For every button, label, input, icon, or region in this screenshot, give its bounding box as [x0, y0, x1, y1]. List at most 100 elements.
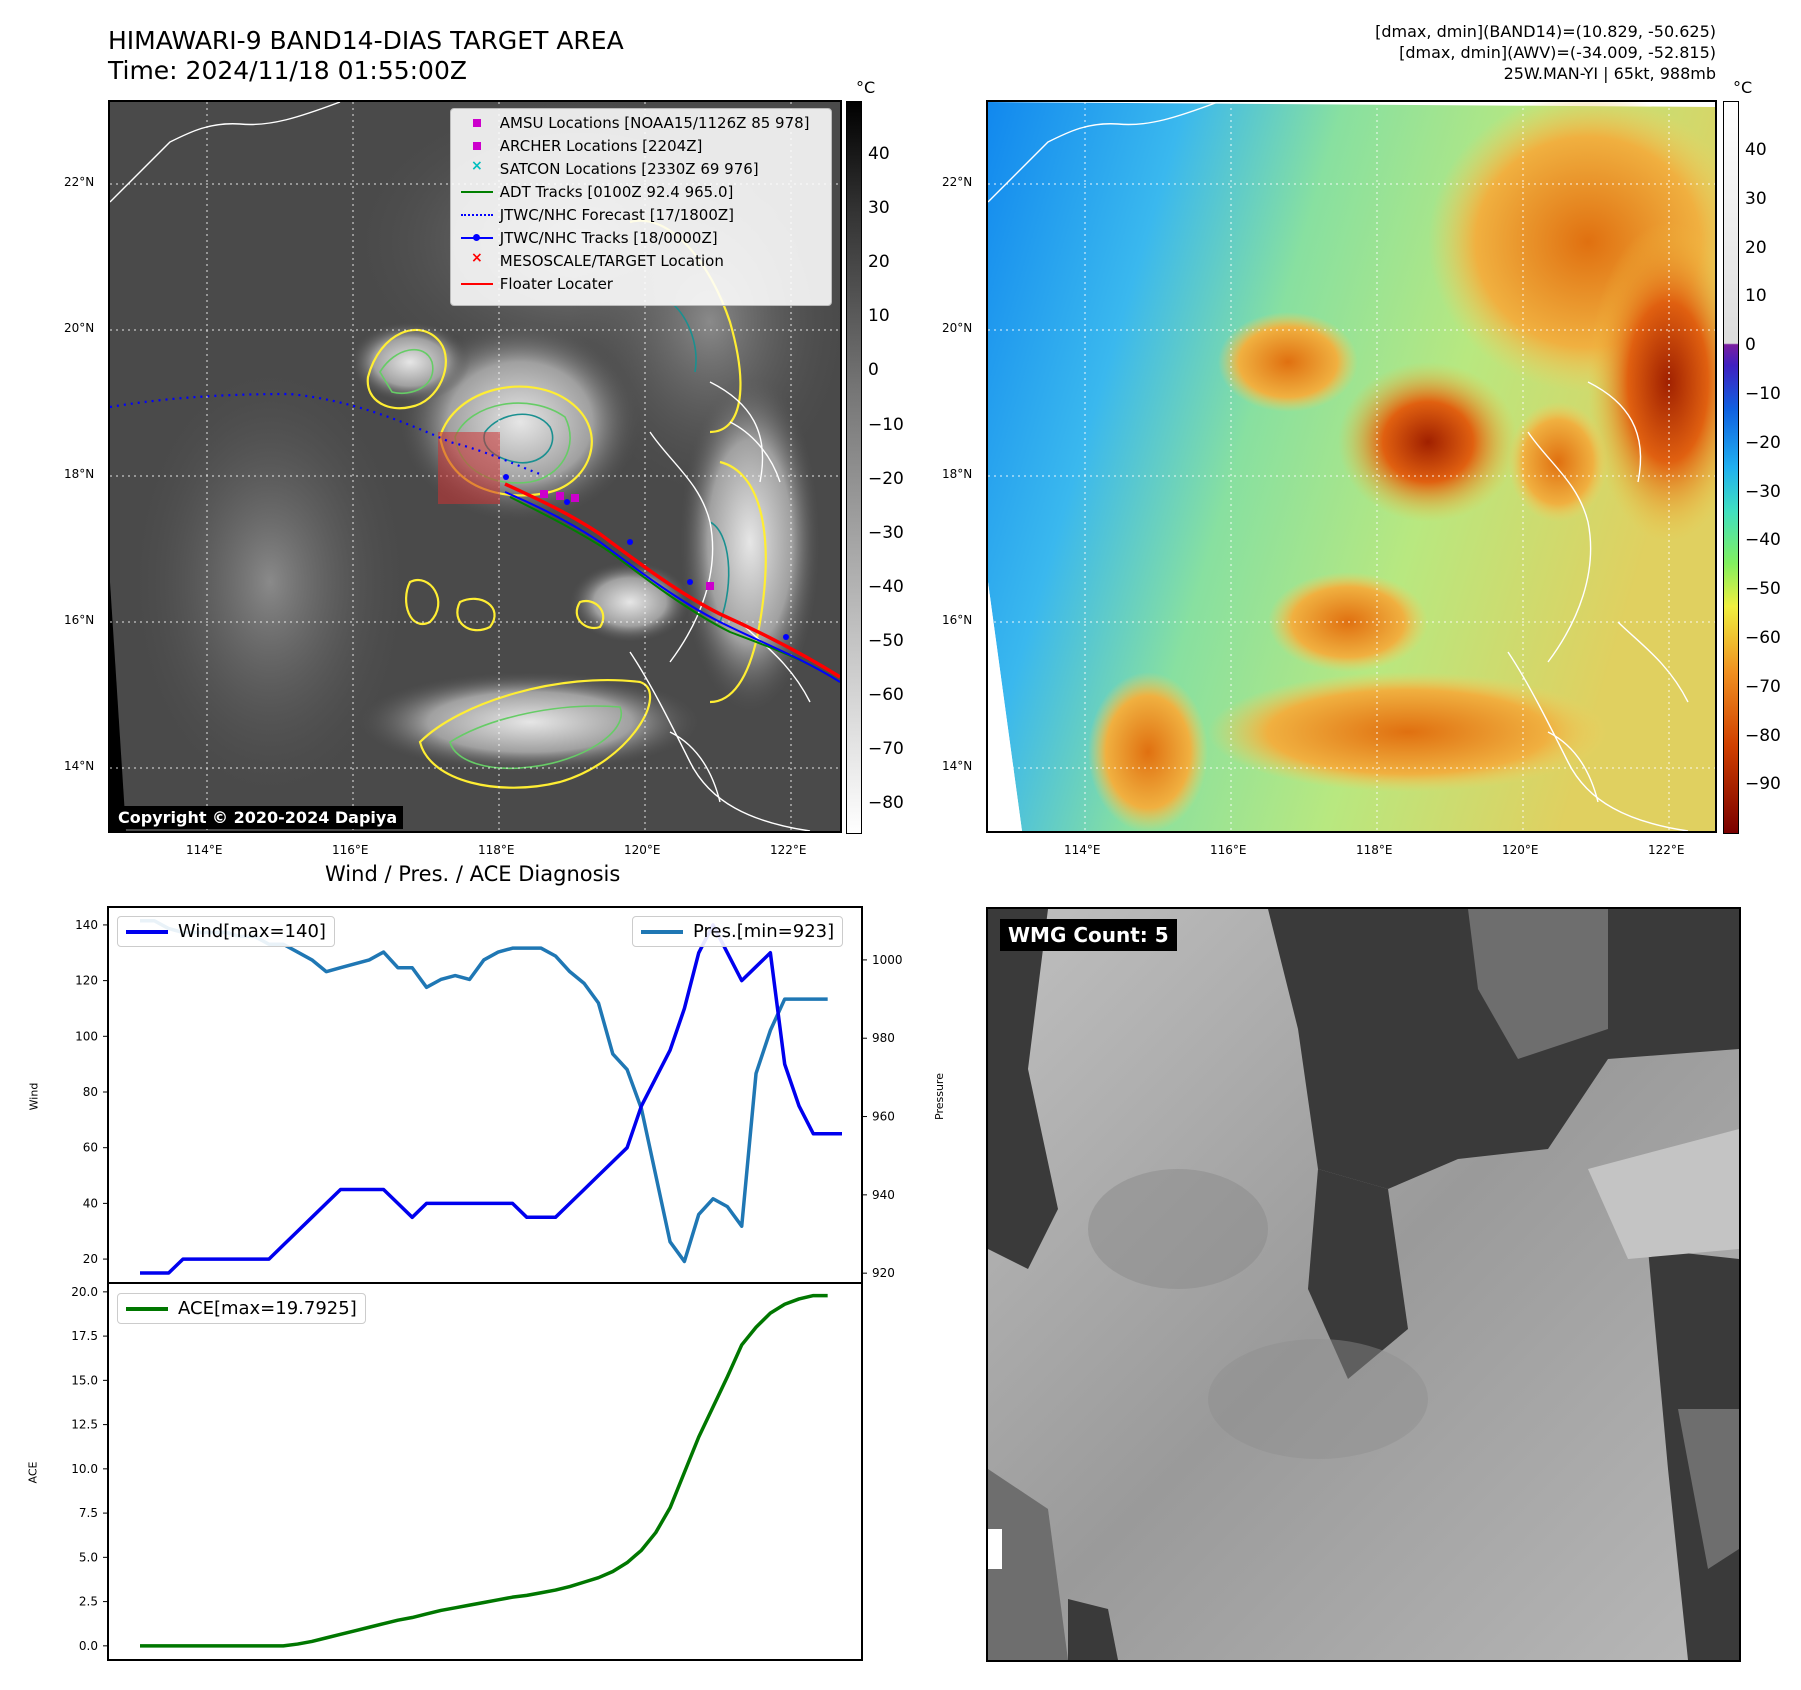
ace-tick-label: 12.5	[71, 1418, 98, 1432]
ace-tick-label: 0.0	[79, 1639, 98, 1653]
ace-tick-label: 5.0	[79, 1550, 98, 1564]
lat-label: 22°N	[942, 175, 973, 189]
line-swatch-icon	[641, 930, 683, 934]
legend-item-amsu: AMSU Locations [NOAA15/1126Z 85 978]	[459, 113, 810, 133]
ace-series-line	[140, 1293, 828, 1648]
line-swatch-icon	[126, 1307, 168, 1311]
lon-label: 114°E	[186, 843, 223, 857]
colorbar-right-tick-label: 20	[1745, 237, 1767, 258]
ace-tick-label: 20.0	[71, 1285, 98, 1299]
colorbar-right-tick-label: −10	[1745, 384, 1781, 404]
lon-label: 118°E	[478, 843, 515, 857]
colorbar-left-tick-label: 20	[868, 252, 890, 273]
colorbar-left-tick-label: −40	[868, 576, 904, 597]
wind-tick-label: 40	[83, 1196, 98, 1210]
ace-tick-label: 15.0	[71, 1373, 98, 1387]
x-marker-icon: ×	[471, 158, 483, 174]
colorbar-left-tick-label: −50	[868, 630, 904, 651]
diagnosis-chart: 20 40 60 80 100 120 140 920 940 960 980 1000 0.0 2.5 5…	[71, 906, 903, 1661]
colorbar-left-tick-label: 40	[868, 144, 890, 164]
timestamp: Time: 2024/11/18 01:55:00Z	[108, 56, 467, 85]
info-band14-range: [dmax, dmin](BAND14)=(10.829, -50.625)	[1375, 22, 1716, 41]
ace-legend: ACE[max=19.7925]	[117, 1293, 366, 1324]
lat-label: 18°N	[942, 467, 973, 481]
colorbar-right	[1723, 101, 1739, 834]
ace-tick-label: 7.5	[79, 1506, 98, 1520]
awv-map-image	[988, 102, 1715, 831]
lat-label: 22°N	[64, 175, 95, 189]
colorbar-right-tick-label: 0	[1745, 335, 1756, 356]
colorbar-right-tick-label: −80	[1745, 725, 1781, 746]
ace-tick-label: 2.5	[79, 1595, 98, 1609]
colorbar-left-tick-label: 10	[868, 306, 890, 327]
colorbar-left-tick-label: −20	[868, 468, 904, 489]
band14-map-panel: AMSU Locations [NOAA15/1126Z 85 978] ARC…	[108, 100, 842, 833]
colorbar-unit-left: °C	[856, 78, 876, 97]
wmg-count-badge: WMG Count: 5	[1000, 919, 1177, 951]
info-awv-range: [dmax, dmin](AWV)=(-34.009, -52.815)	[1399, 43, 1716, 62]
colorbar-right-tick-label: −60	[1745, 628, 1781, 648]
legend-item-forecast: JTWC/NHC Forecast [17/1800Z]	[459, 205, 734, 225]
colorbar-right-tick-label: −40	[1745, 530, 1781, 551]
wind-tick-label: 60	[83, 1141, 98, 1155]
colorbar-left-tick-label: −10	[868, 414, 904, 435]
lat-label: 18°N	[64, 467, 95, 481]
pres-tick-label: 1000	[872, 953, 903, 967]
x-marker-icon: ×	[471, 250, 483, 266]
colorbar-left-tick-label: −80	[868, 793, 904, 814]
wind-axis-label: Wind	[27, 1082, 41, 1111]
ace-plot-frame	[107, 1282, 863, 1661]
colorbar-right-tick-label: 10	[1745, 286, 1767, 307]
wind-series-line	[140, 923, 842, 1275]
square-marker-icon	[473, 119, 481, 127]
legend-item-satcon: × SATCON Locations [2330Z 69 976]	[471, 158, 759, 178]
lat-label: 20°N	[942, 321, 973, 335]
wind-tick-label: 80	[83, 1085, 98, 1099]
lat-label: 14°N	[942, 759, 973, 773]
line-swatch-icon	[126, 930, 168, 934]
wmg-panel: WMG Count: 5	[986, 907, 1741, 1662]
lon-label: 114°E	[1064, 843, 1101, 857]
legend-item-archer: ARCHER Locations [2204Z]	[459, 136, 702, 156]
ace-tick-label: 10.0	[71, 1462, 98, 1476]
page-title: HIMAWARI-9 BAND14-DIAS TARGET AREA	[108, 26, 624, 55]
lat-label: 14°N	[64, 759, 95, 773]
pressure-axis-label: Pressure	[932, 1073, 946, 1120]
lon-label: 116°E	[1210, 843, 1247, 857]
lat-label: 16°N	[942, 613, 973, 627]
colorbar-right-tick-label: −70	[1745, 676, 1781, 697]
ace-tick-label: 17.5	[71, 1329, 98, 1343]
diagnosis-title: Wind / Pres. / ACE Diagnosis	[325, 862, 621, 886]
colorbar-left-tick-label: −70	[868, 739, 904, 760]
lon-label: 120°E	[1502, 843, 1539, 857]
wind-plot-frame	[107, 906, 863, 1284]
pressure-series-line	[140, 918, 828, 1264]
legend-item-adt: ADT Tracks [0100Z 92.4 965.0]	[459, 182, 733, 202]
pres-tick-label: 960	[872, 1110, 895, 1124]
colorbar-right-tick-label: −20	[1745, 432, 1781, 453]
lon-label: 120°E	[624, 843, 661, 857]
colorbar-right-tick-label: −90	[1745, 774, 1781, 795]
storm-info: 25W.MAN-YI | 65kt, 988mb	[1503, 64, 1716, 83]
lat-label: 20°N	[64, 321, 95, 335]
wind-tick-label: 120	[75, 974, 98, 988]
ace-axis-label: ACE	[26, 1461, 40, 1484]
colorbar-left-tick-label: 30	[868, 198, 890, 219]
pres-tick-label: 940	[872, 1188, 895, 1202]
copyright-label: Copyright © 2020-2024 Dapiya	[112, 806, 404, 829]
pres-legend: Pres.[min=923]	[632, 916, 844, 947]
map-legend: AMSU Locations [NOAA15/1126Z 85 978] ARC…	[450, 108, 832, 306]
lat-label: 16°N	[64, 613, 95, 627]
colorbar-right-tick-label: 40	[1745, 140, 1767, 160]
colorbar-right-tick-label: −50	[1745, 579, 1781, 600]
colorbar-right-tick-label: 30	[1745, 188, 1767, 209]
square-marker-icon	[473, 142, 481, 150]
colorbar-left	[846, 101, 862, 834]
lon-label: 118°E	[1356, 843, 1393, 857]
colorbar-left-tick-label: −60	[868, 685, 904, 705]
wmg-image	[988, 909, 1739, 1660]
pres-tick-label: 980	[872, 1031, 895, 1045]
wind-tick-label: 100	[75, 1029, 98, 1043]
lon-label: 122°E	[770, 843, 807, 857]
legend-item-floater: Floater Locater	[459, 274, 613, 294]
